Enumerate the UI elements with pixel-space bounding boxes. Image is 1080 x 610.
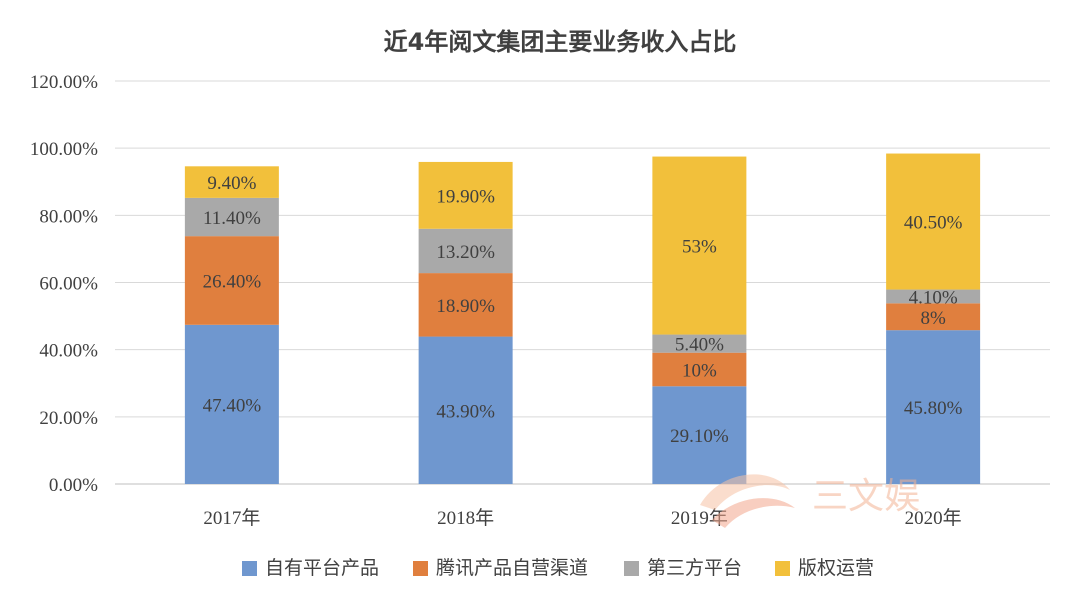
legend-swatch: [624, 561, 639, 576]
data-label: 40.50%: [904, 213, 963, 234]
legend-swatch: [413, 561, 428, 576]
y-tick-label: 80.00%: [39, 206, 98, 227]
y-axis-ticks: 0.00% 20.00% 40.00% 60.00% 80.00% 100.00% 120.…: [30, 72, 98, 496]
watermark-text: 三文娱: [812, 476, 920, 517]
bar-segment: [652, 352, 747, 387]
bar-segment: [418, 336, 513, 484]
bar-segment: [184, 166, 279, 198]
data-label: 9.40%: [207, 173, 256, 194]
legend-label: 版权运营: [798, 557, 874, 579]
y-tick-label: 60.00%: [39, 274, 98, 295]
x-tick-label: 2019年: [671, 507, 728, 529]
legend: 自有平台产品 腾讯产品自营渠道 第三方平台 版权运营: [242, 557, 874, 579]
bar-segment: [184, 236, 279, 325]
y-tick-label: 0.00%: [49, 475, 98, 496]
data-label: 45.80%: [904, 398, 963, 419]
data-label: 43.90%: [436, 401, 495, 422]
bar-segment: [652, 156, 747, 335]
watermark-logo-icon: [700, 474, 790, 510]
data-label: 18.90%: [436, 296, 495, 317]
bar-segment: [886, 303, 981, 331]
x-tick-label: 2018年: [437, 507, 494, 529]
watermark: 三文娱: [700, 474, 920, 528]
bar-segment: [886, 289, 981, 304]
bar-segment: [652, 334, 747, 353]
data-label: 19.90%: [436, 186, 495, 207]
bar-segment: [418, 273, 513, 337]
data-label: 10%: [682, 360, 717, 381]
y-tick-label: 120.00%: [30, 72, 98, 93]
bars: 47.40% 26.40% 11.40% 9.40% 43.90% 18.90% 13.20…: [184, 153, 981, 484]
data-label: 8%: [920, 308, 946, 329]
legend-label: 第三方平台: [647, 557, 742, 579]
bar-segment: [886, 153, 981, 290]
y-tick-label: 20.00%: [39, 408, 98, 429]
x-axis-ticks: 2017年 2018年 2019年 2020年: [203, 507, 961, 529]
x-tick-label: 2017年: [203, 507, 260, 529]
legend-label: 自有平台产品: [265, 557, 379, 579]
data-label: 47.40%: [203, 395, 262, 416]
y-tick-label: 100.00%: [30, 139, 98, 160]
bar-segment: [184, 197, 279, 237]
legend-swatch: [775, 561, 790, 576]
bar-segment: [418, 228, 513, 274]
data-label: 11.40%: [203, 208, 261, 229]
bar-segment: [418, 161, 513, 229]
data-label: 26.40%: [203, 271, 262, 292]
data-label: 4.10%: [909, 287, 958, 308]
bar-segment: [652, 386, 747, 484]
watermark-logo-icon-inner: [712, 498, 795, 528]
data-label: 29.10%: [670, 426, 729, 447]
legend-label: 腾讯产品自营渠道: [436, 557, 588, 579]
bar-segment: [886, 330, 981, 484]
data-label: 53%: [682, 237, 717, 258]
x-tick-label: 2020年: [905, 507, 962, 529]
data-label: 5.40%: [675, 335, 724, 356]
data-label: 13.20%: [436, 242, 495, 263]
legend-swatch: [242, 561, 257, 576]
y-tick-label: 40.00%: [39, 341, 98, 362]
chart-title: 近4年阅文集团主要业务收入占比: [384, 28, 737, 56]
bar-segment: [184, 324, 279, 484]
